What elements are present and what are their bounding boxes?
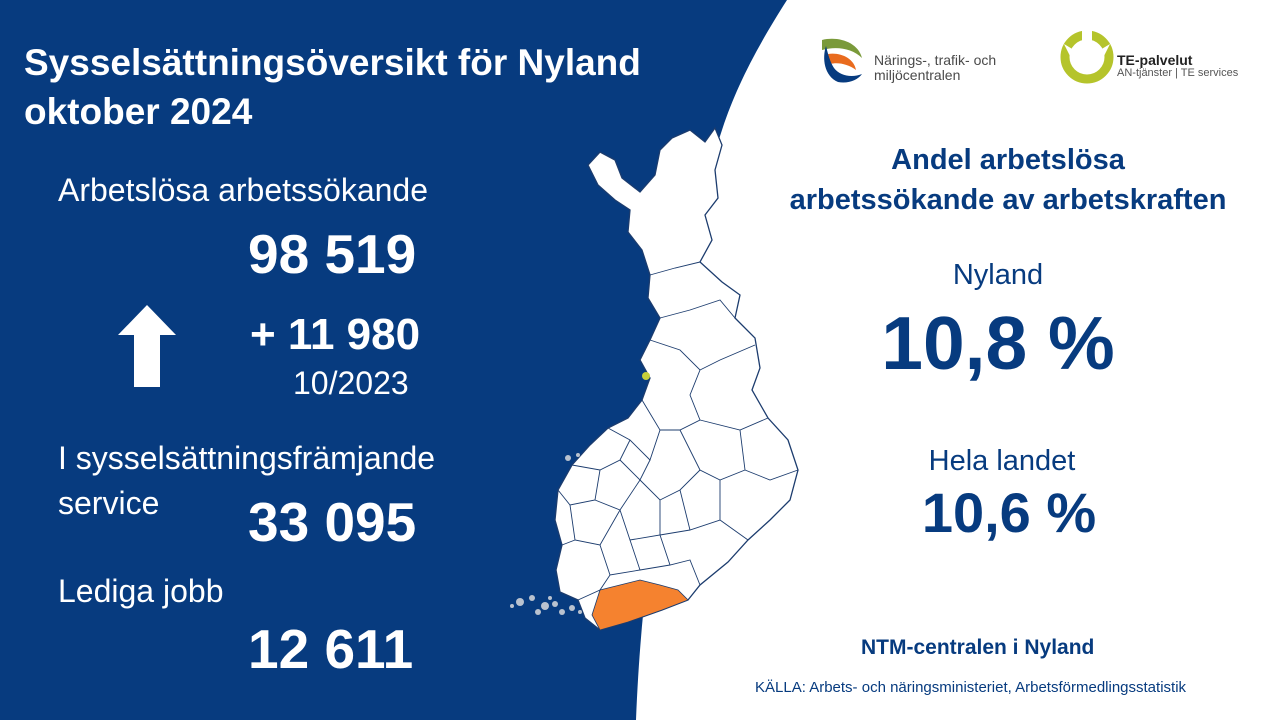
services-value: 33 095 — [248, 491, 417, 553]
page-title-line2: oktober 2024 — [24, 91, 253, 132]
page-title-line1: Sysselsättningsöversikt för Nyland — [24, 42, 641, 83]
nyland-region — [591, 579, 689, 631]
change-period: 10/2023 — [293, 365, 409, 401]
services-label-line1: I sysselsättningsfrämjande — [58, 440, 436, 476]
finland-map — [510, 126, 799, 631]
organization-name: NTM-centralen i Nyland — [861, 636, 1095, 659]
arrow-up-icon — [118, 305, 176, 387]
source-note: KÄLLA: Arbets- och näringsministeriet, A… — [755, 679, 1187, 696]
right-heading-line2: arbetssökande av arbetskraften — [789, 184, 1227, 216]
ntm-logo-line1: Närings-, trafik- och — [874, 52, 997, 68]
region-label: Nyland — [952, 259, 1044, 291]
unemployed-value: 98 519 — [248, 223, 417, 285]
ntm-logo-icon — [822, 38, 862, 83]
te-logo-title: TE-palvelut — [1117, 52, 1193, 68]
te-palvelut-logo-icon — [1060, 30, 1114, 84]
te-logo-subtitle: AN-tjänster | TE services — [1117, 67, 1239, 79]
change-value: + 11 980 — [250, 310, 421, 359]
unemployed-label: Arbetslösa arbetssökande — [58, 172, 428, 208]
country-label: Hela landet — [928, 445, 1076, 477]
services-label-line2: service — [58, 485, 160, 521]
ntm-logo-line2: miljöcentralen — [874, 67, 961, 83]
right-heading-line1: Andel arbetslösa — [891, 144, 1125, 176]
ntm-logo-text: Närings-, trafik- och miljöcentralen — [874, 53, 996, 83]
jobs-label: Lediga jobb — [58, 573, 224, 609]
right-heading: Andel arbetslösa arbetssökande av arbets… — [728, 140, 1280, 220]
jobs-value: 12 611 — [248, 618, 414, 680]
page-title: Sysselsättningsöversikt för Nyland oktob… — [24, 38, 641, 136]
region-value: 10,8 % — [881, 301, 1115, 385]
country-value: 10,6 % — [921, 481, 1097, 544]
